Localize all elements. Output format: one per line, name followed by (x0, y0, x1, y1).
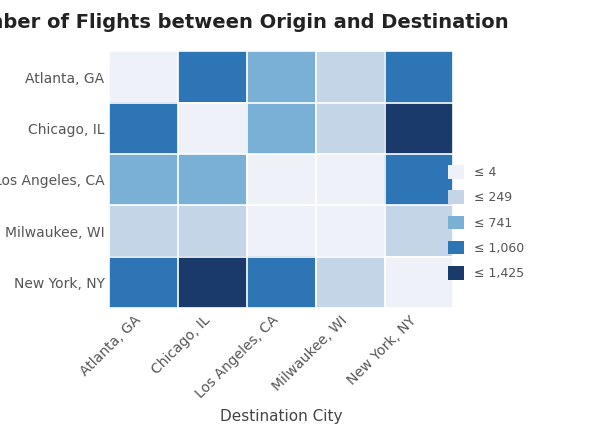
Text: Number of Flights between Origin and Destination: Number of Flights between Origin and Des… (0, 13, 509, 32)
X-axis label: Destination City: Destination City (220, 410, 343, 425)
Legend: ≤ 4, ≤ 249, ≤ 741, ≤ 1,060, ≤ 1,425: ≤ 4, ≤ 249, ≤ 741, ≤ 1,060, ≤ 1,425 (444, 161, 528, 284)
